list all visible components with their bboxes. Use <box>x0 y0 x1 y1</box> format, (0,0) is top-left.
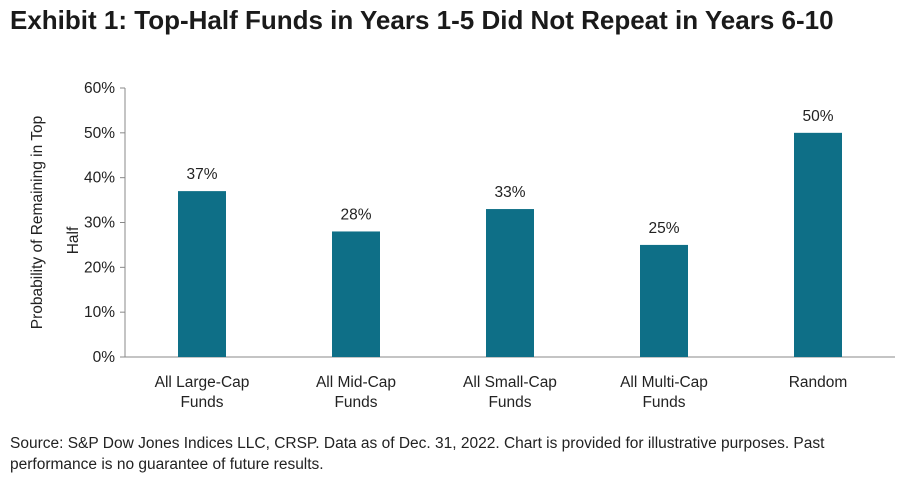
y-tick-label: 30% <box>84 215 115 232</box>
bar-chart: Probability of Remaining in Top Half 0% 10… <box>29 80 895 411</box>
x-tick-label: Random <box>789 374 848 391</box>
bar-value-label: 25% <box>648 220 679 237</box>
chart-title: Exhibit 1: Top-Half Funds in Years 1-5 D… <box>10 5 834 35</box>
bar <box>178 191 226 357</box>
y-axis-label-line: Half <box>65 226 82 254</box>
bar-value-label: 37% <box>186 166 217 183</box>
bar <box>640 244 688 357</box>
bars <box>178 132 842 357</box>
x-tick-label: All Large-Cap <box>155 374 250 391</box>
bar <box>486 209 534 357</box>
y-tick-label: 20% <box>84 259 115 276</box>
y-tick-label: 50% <box>84 125 115 142</box>
bar <box>794 132 842 357</box>
x-tick-label: Funds <box>180 394 223 411</box>
bar <box>332 231 380 357</box>
bar-value-label: 50% <box>802 108 833 125</box>
y-tick-label: 10% <box>84 304 115 321</box>
bar-value-label: 28% <box>340 206 371 223</box>
y-tick-label: 0% <box>93 349 116 366</box>
y-axis-label-line: Probability of Remaining in Top <box>29 116 46 329</box>
source-note: Source: S&P Dow Jones Indices LLC, CRSP.… <box>10 435 825 473</box>
x-tick-label: Funds <box>334 394 377 411</box>
x-tick-label: Funds <box>642 394 685 411</box>
x-tick-label: All Multi-Cap <box>620 374 708 391</box>
x-tick-label: Funds <box>488 394 531 411</box>
x-tick-label: All Mid-Cap <box>316 374 396 391</box>
x-tick-label: All Small-Cap <box>463 374 557 391</box>
y-tick-label: 40% <box>84 170 115 187</box>
y-tick-label: 60% <box>84 80 115 97</box>
x-axis-labels: All Large-Cap Funds All Mid-Cap Funds All Sm… <box>155 374 848 411</box>
bar-value-label: 33% <box>494 184 525 201</box>
value-labels: 37% 28% 33% 25% 50% <box>186 108 833 237</box>
y-axis-label: Probability of Remaining in Top Half <box>29 116 82 329</box>
y-axis-ticks: 0% 10% 20% 30% 40% 50% 60% <box>84 80 125 366</box>
